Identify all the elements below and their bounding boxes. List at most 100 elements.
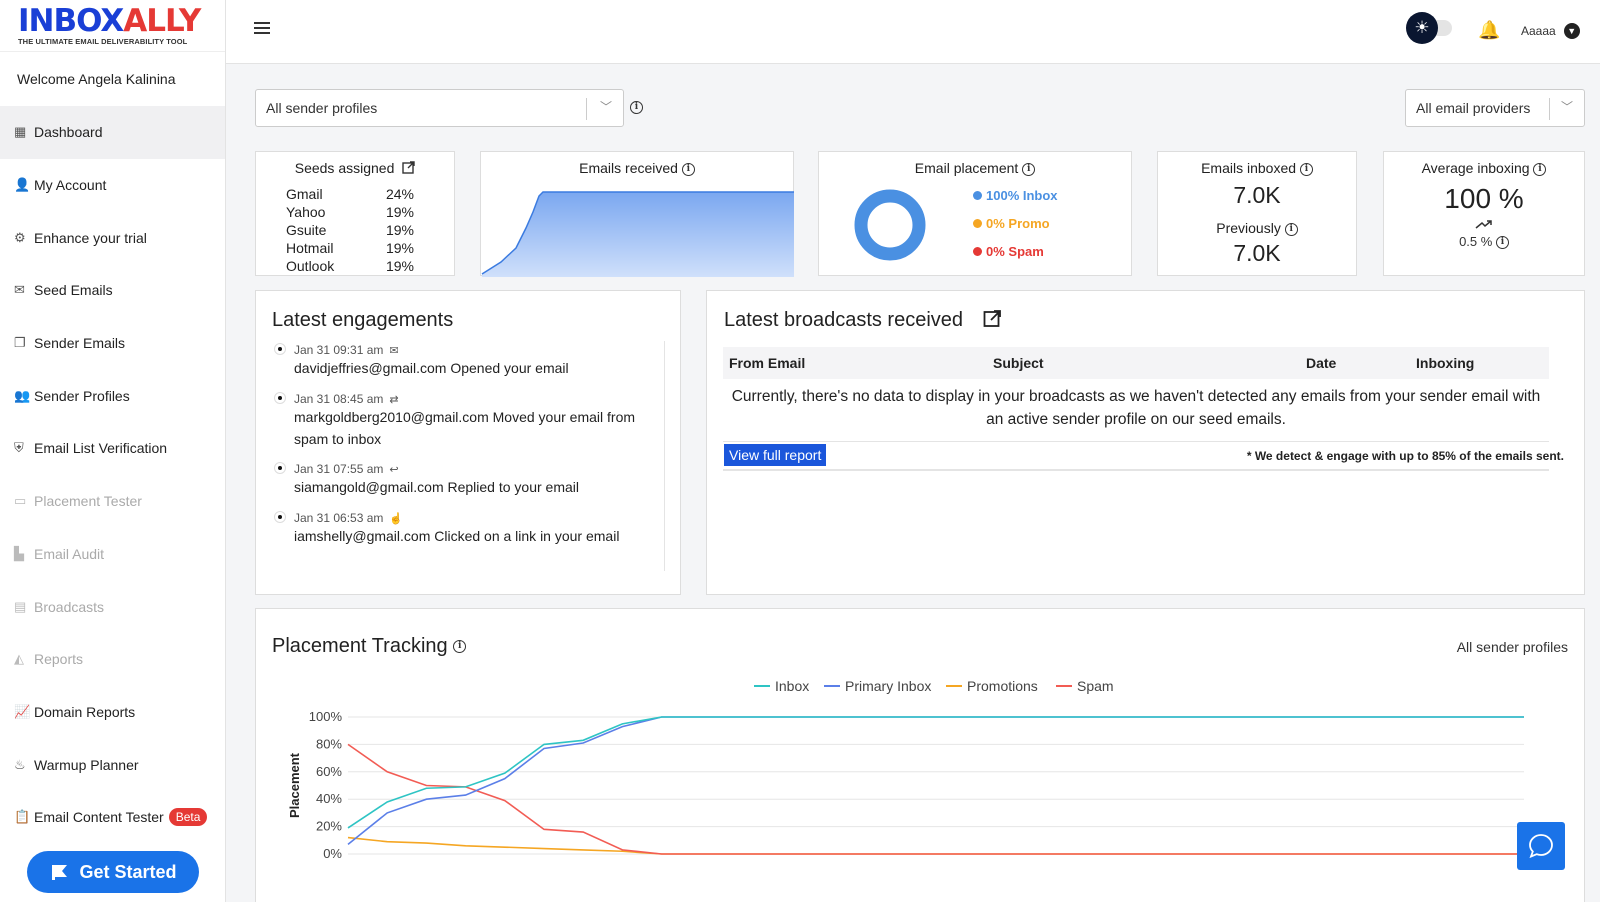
engagement-time: Jan 31 08:45 am [294,392,384,406]
column-subject[interactable]: Subject [993,355,1044,371]
email-providers-select[interactable]: All email providers ﹀ [1405,89,1585,127]
info-icon[interactable]: i [681,162,695,176]
user-menu[interactable]: Aaaaa ▼ [1521,23,1580,39]
series-line-promotions [347,836,1524,855]
sidebar-item-my-account[interactable]: 👤 My Account [0,159,225,212]
timeline-dot [274,392,286,404]
sidebar-item-label: Enhance your trial [34,229,147,246]
sender-profiles-select[interactable]: All sender profiles ﹀ [255,89,624,127]
monitor-icon: ▭ [14,493,27,509]
column-inboxing[interactable]: Inboxing [1416,355,1475,371]
broadcasts-empty-message: Currently, there's no data to display in… [731,388,1541,428]
chat-icon [1529,834,1553,859]
seeds-assigned-card: Seeds assigned Gmail 24% Yahoo 19% Gsuite 19%… [255,151,455,276]
sidebar-item-label: Sender Profiles [34,387,130,404]
series-line-inbox [347,716,1524,829]
sidebar-item-sender-emails[interactable]: ❐ Sender Emails [0,317,225,370]
info-icon[interactable]: i [1022,162,1036,176]
placement-tracking-title: Placement Tracking [272,635,448,657]
chat-button[interactable] [1517,822,1565,870]
legend-inbox: 100% Inbox [973,188,1058,216]
sidebar-item-label: Email Content Tester [34,809,164,826]
avg-inboxing-change: 0.5 % [1459,234,1493,249]
column-from-email[interactable]: From Email [729,355,806,371]
sidebar-item-label: Placement Tester [34,493,142,510]
sidebar-item-sender-profiles[interactable]: 👥 Sender Profiles [0,369,225,422]
logo-text-accent: ALLY [123,3,201,39]
engagement-time: Jan 31 06:53 am [294,511,384,525]
bell-icon[interactable]: 🔔 [1478,20,1501,40]
sidebar-item-label: Domain Reports [34,703,136,720]
engagement-text: davidjeffries@gmail.com Opened your emai… [294,360,569,376]
inboxed-value: 7.0K [1233,182,1281,208]
sidebar-item-label: Email List Verification [34,440,168,457]
engagement-item: Jan 31 09:31 am ✉ davidjeffries@gmail.com … [272,343,662,379]
info-icon[interactable]: i [453,640,467,654]
column-date[interactable]: Date [1306,355,1337,371]
sidebar-item-broadcasts[interactable]: ▤ Broadcasts [0,580,225,633]
avg-inboxing-title: Average inboxing [1421,160,1530,176]
sidebar-item-email-audit[interactable]: ▙ Email Audit [0,528,225,581]
info-icon[interactable]: i [630,101,643,114]
legend-entry: Spam [1077,678,1114,694]
theme-toggle[interactable]: ☀ [1406,12,1456,44]
sidebar-item-label: Sender Emails [34,335,126,352]
timeline-dot [274,343,286,355]
info-icon[interactable]: i [1533,162,1547,176]
placement-tracking-filter[interactable]: All sender profiles [1456,639,1568,655]
sidebar-item-email-list-verification[interactable]: ⛨ Email List Verification [0,422,225,475]
view-full-report-button[interactable]: View full report [724,444,827,466]
broadcasts-table-header: From Email Subject Date Inboxing [723,347,1549,379]
external-link-icon[interactable] [402,161,415,174]
engagement-item: Jan 31 07:55 am ↩ siamangold@gmail.com Rep… [272,462,662,498]
trending-up-icon [1384,216,1584,234]
envelope-icon: ✉ [14,282,25,298]
legend-entry: Inbox [775,678,809,694]
info-icon[interactable]: i [1299,162,1313,176]
y-tick-label: 0% [323,846,342,861]
seed-provider: Gmail [286,186,323,202]
logo-text: INBOX [18,3,124,39]
email-providers-value: All email providers [1416,100,1531,116]
avg-inboxing-value: 100 % [1444,183,1524,214]
engagement-time: Jan 31 07:55 am [294,462,384,476]
clipboard-icon: 📋 [14,809,31,825]
external-link-icon[interactable] [983,309,1002,328]
chevron-down-icon: ▼ [1563,23,1580,39]
y-tick-label: 100% [309,709,343,724]
info-icon[interactable]: i [1495,236,1509,250]
logo-tagline: THE ULTIMATE EMAIL DELIVERABILITY TOOL [18,37,188,46]
broadcasts-note: * We detect & engage with up to 85% of t… [1246,449,1564,463]
sidebar-item-seed-emails[interactable]: ✉ Seed Emails [0,264,225,317]
beta-badge: Beta [168,808,208,827]
legend-promo: 0% Promo [973,216,1058,244]
sidebar-item-reports[interactable]: ◭ Reports [0,633,225,686]
get-started-button[interactable]: Get Started [27,851,199,893]
sidebar-item-warmup-planner[interactable]: ♨ Warmup Planner [0,738,225,791]
sidebar-item-domain-reports[interactable]: 📈 Domain Reports [0,686,225,739]
topbar: ☀ 🔔 Aaaaa ▼ [226,0,1600,64]
sidebar-item-placement-tester[interactable]: ▭ Placement Tester [0,475,225,528]
chevron-down-icon: ﹀ [600,100,613,114]
email-placement-card: Email placement i 100% Inbox 0% Promo 0%… [818,151,1132,276]
placement-tracking-card: Placement Tracking i All sender profiles… [255,608,1585,902]
sidebar-item-dashboard[interactable]: ▦ Dashboard [0,106,225,159]
logo[interactable]: INBOXALLY THE ULTIMATE EMAIL DELIVERABIL… [0,0,225,52]
menu-icon[interactable] [254,22,270,34]
sidebar-item-label: Dashboard [34,124,103,141]
sun-icon: ☀ [1406,12,1438,44]
timeline-dot [274,462,286,474]
engagement-text: iamshelly@gmail.com Clicked on a link in… [294,528,620,544]
previously-label: Previously [1216,220,1281,236]
emails-inboxed-card: Emails inboxed i 7.0K Previously i 7.0K [1157,151,1357,276]
sidebar-item-email-content-tester[interactable]: 📋 Email Content Tester Beta [0,791,225,844]
seed-pct: 19% [385,222,414,238]
engagement-item: Jan 31 08:45 am ⇄ markgoldberg2010@gmail.c… [272,392,662,450]
gear-badge-icon: ⚙ [14,229,26,245]
legend-entry: Primary Inbox [845,678,931,694]
info-icon[interactable]: i [1284,222,1298,236]
sidebar-item-enhance-your-trial[interactable]: ⚙ Enhance your trial [0,211,225,264]
latest-engagements-card: Latest engagements Jan 31 09:31 am ✉ david… [255,290,681,595]
copy-icon: ❐ [14,335,26,351]
engagement-text: markgoldberg2010@gmail.com Moved your em… [294,409,636,447]
